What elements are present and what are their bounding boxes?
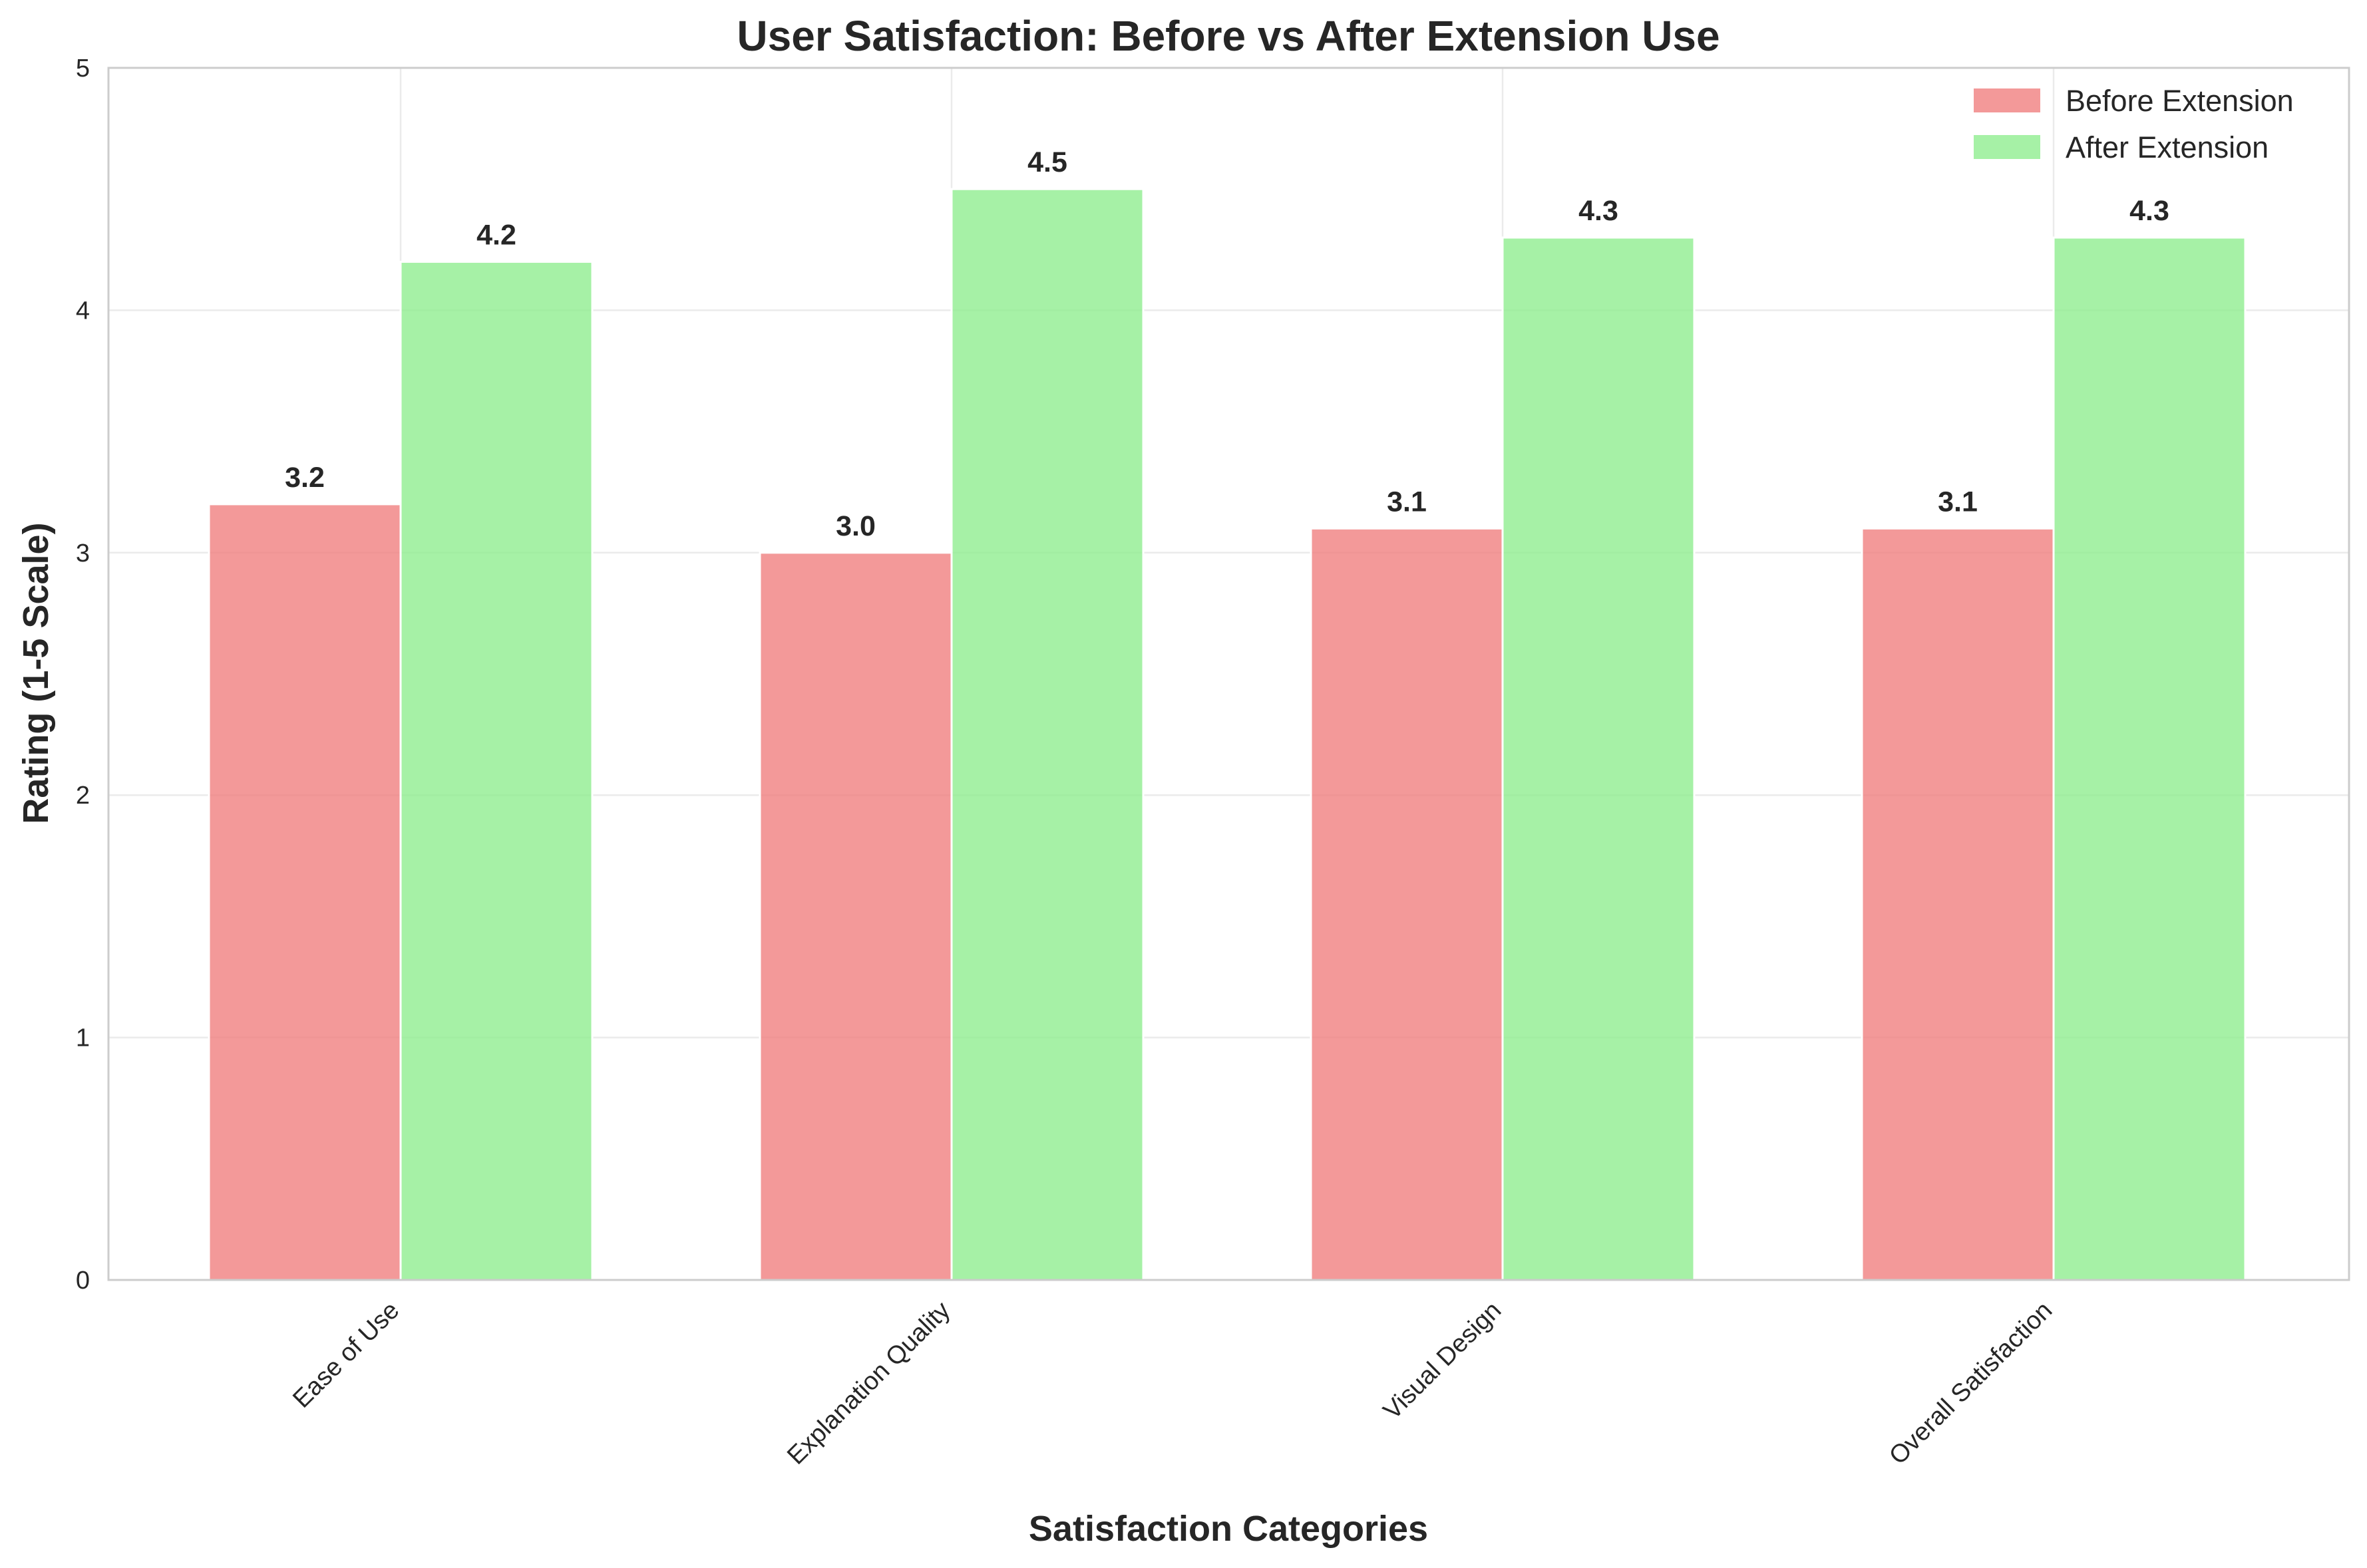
value-label: 3.0: [836, 510, 876, 542]
legend: Before Extension After Extension: [1974, 84, 2294, 164]
y-tick-label: 3: [76, 540, 90, 567]
legend-label-before: Before Extension: [2066, 84, 2294, 118]
value-label: 3.2: [285, 462, 325, 494]
x-axis-label: Satisfaction Categories: [1029, 1509, 1428, 1549]
plot-frame: [107, 67, 2350, 1281]
y-tick-label: 4: [76, 297, 90, 325]
value-label: 4.2: [476, 220, 516, 251]
y-axis-ticks: 0 1 2 3 4 5: [76, 55, 90, 1295]
value-label: 4.5: [1027, 146, 1067, 178]
value-label: 3.1: [1387, 486, 1427, 518]
bar-after-2: [1501, 236, 1696, 1281]
bars: [208, 188, 2247, 1281]
value-labels: 3.2 3.0 3.1 3.1 4.2 4.5 4.3 4.3: [285, 146, 2169, 542]
y-tick-label: 5: [76, 55, 90, 82]
value-label: 3.1: [1938, 486, 1978, 518]
bar-after-3: [2052, 236, 2247, 1281]
bar-before-2: [1310, 527, 1504, 1281]
y-tick-label: 1: [76, 1024, 90, 1052]
bar-before-0: [208, 503, 402, 1281]
legend-label-after: After Extension: [2066, 130, 2269, 164]
chart-title: User Satisfaction: Before vs After Exten…: [737, 12, 1720, 60]
legend-swatch-after: [1974, 135, 2040, 159]
y-tick-label: 0: [76, 1267, 90, 1295]
bar-after-0: [399, 261, 594, 1281]
bar-before-3: [1861, 527, 2055, 1281]
bar-before-1: [759, 551, 953, 1281]
value-label: 4.3: [1578, 195, 1618, 227]
legend-swatch-before: [1974, 88, 2040, 112]
y-tick-label: 2: [76, 782, 90, 810]
y-axis-label: Rating (1-5 Scale): [16, 522, 56, 824]
bar-after-1: [950, 188, 1145, 1281]
value-label: 4.3: [2129, 195, 2169, 227]
